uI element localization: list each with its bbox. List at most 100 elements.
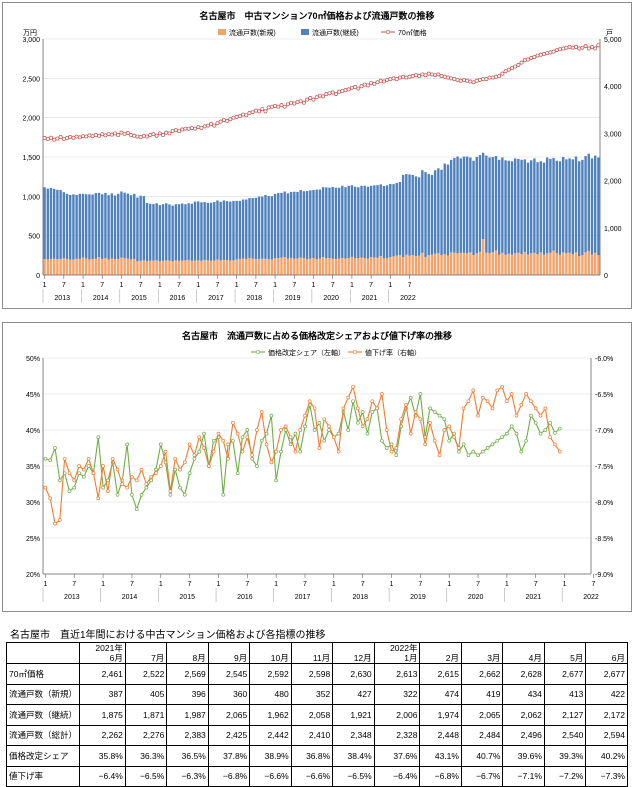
share-point — [380, 438, 384, 443]
cut-rate-point — [432, 438, 437, 443]
bar-new — [117, 258, 120, 275]
bar-new — [142, 260, 146, 275]
bar-continuing — [366, 186, 370, 259]
bar-new — [529, 253, 533, 275]
cut-rate-point — [82, 467, 86, 472]
price-point — [526, 57, 530, 62]
table-col-header: 2月 — [419, 642, 462, 664]
y-right-tick-label: -9.0% — [595, 572, 613, 579]
price-point — [215, 121, 220, 126]
x-year-label: 2015 — [179, 594, 195, 601]
bar-new — [120, 257, 123, 275]
bar-new — [136, 261, 139, 275]
table-row: 流通戸数（総計） 2,262 2,276 2,383 2,425 2,442 2,410 2,… — [5, 724, 628, 746]
bar-continuing — [161, 204, 165, 261]
table-cell: 2,062 — [502, 704, 545, 726]
share-point — [182, 492, 187, 497]
price-point — [494, 74, 498, 79]
x-year-label: 2017 — [295, 594, 311, 601]
bar-continuing — [142, 196, 146, 261]
bar-continuing — [417, 177, 421, 256]
price-point — [132, 133, 137, 138]
cut-rate-point — [48, 496, 53, 501]
bar-continuing — [408, 174, 411, 256]
bar-continuing — [312, 190, 315, 259]
x-year-label: 2018 — [352, 594, 368, 601]
bar-new — [574, 252, 578, 275]
cut-rate-point — [130, 474, 134, 479]
share-point — [274, 478, 278, 483]
price-point — [436, 72, 441, 77]
x-month-label: 1 — [43, 581, 47, 588]
price-point — [170, 129, 175, 133]
cut-rate-point — [384, 428, 389, 432]
bar-new — [43, 258, 46, 275]
bar-new — [91, 259, 94, 275]
bar-new — [491, 252, 494, 275]
bar-new — [197, 260, 200, 275]
bar-new — [257, 258, 261, 275]
bar-continuing — [49, 187, 53, 260]
bar-new — [78, 258, 82, 275]
bar-new — [283, 257, 286, 275]
price-point — [570, 45, 575, 50]
cut-rate-point — [303, 413, 307, 418]
price-point — [295, 99, 300, 104]
bar-new — [545, 253, 549, 275]
bar-new — [494, 250, 498, 275]
price-point — [378, 78, 383, 83]
price-point — [173, 128, 178, 133]
table-col-header: 9月 — [207, 642, 251, 664]
y-right-tick-label: -8.0% — [595, 500, 613, 507]
bar-new — [225, 260, 229, 275]
bar-new — [353, 258, 357, 275]
bar-new — [193, 260, 197, 275]
bar-new — [129, 259, 133, 275]
bar-continuing — [264, 194, 267, 259]
price-point — [282, 104, 287, 109]
table-row-label: 価格改定シェア — [5, 745, 81, 767]
x-month-label: 7 — [331, 282, 335, 289]
price-point — [199, 125, 204, 130]
x-year-label: 2021 — [362, 295, 378, 302]
share-point — [442, 417, 447, 422]
bar-continuing — [325, 187, 328, 259]
price-point — [474, 78, 479, 83]
bar-continuing — [465, 156, 469, 254]
bar-new — [440, 255, 443, 275]
table-cell: 1,974 — [419, 704, 462, 726]
y-left-tick-label: 50% — [26, 356, 40, 363]
cut-rate-point — [274, 449, 278, 454]
x-year-label: 2016 — [237, 594, 253, 601]
price-point — [138, 134, 143, 139]
table-cell: 396 — [166, 683, 209, 705]
bar-continuing — [318, 189, 322, 259]
bar-new — [200, 260, 203, 275]
table-cell: −6.7% — [460, 765, 504, 787]
bar-continuing — [398, 182, 402, 256]
price-point — [321, 94, 326, 99]
bar-new — [373, 257, 376, 275]
cut-rate-point — [461, 406, 466, 411]
x-year-label: 2013 — [54, 295, 70, 302]
share-point — [485, 446, 490, 450]
price-point — [324, 92, 329, 97]
share-point — [259, 438, 264, 443]
cut-rate-point — [322, 417, 327, 422]
cut-rate-point — [192, 453, 197, 458]
bar-new — [203, 260, 206, 275]
table-header-row: 2021年 6月 7月 8月 9月 10月 11月 12月 2022年 1月 2月 … — [5, 642, 628, 664]
cut-rate-point — [500, 384, 504, 389]
price-point — [183, 126, 188, 131]
table-cell: 322 — [373, 683, 421, 705]
share-point — [130, 492, 134, 497]
bar-continuing — [43, 187, 46, 259]
price-point — [516, 63, 521, 67]
share-point — [495, 438, 500, 443]
price-point — [305, 97, 310, 102]
price-point — [359, 84, 364, 89]
price-point — [93, 133, 98, 137]
price-point — [340, 88, 345, 93]
bar-continuing — [59, 190, 62, 259]
share-point — [509, 424, 514, 429]
